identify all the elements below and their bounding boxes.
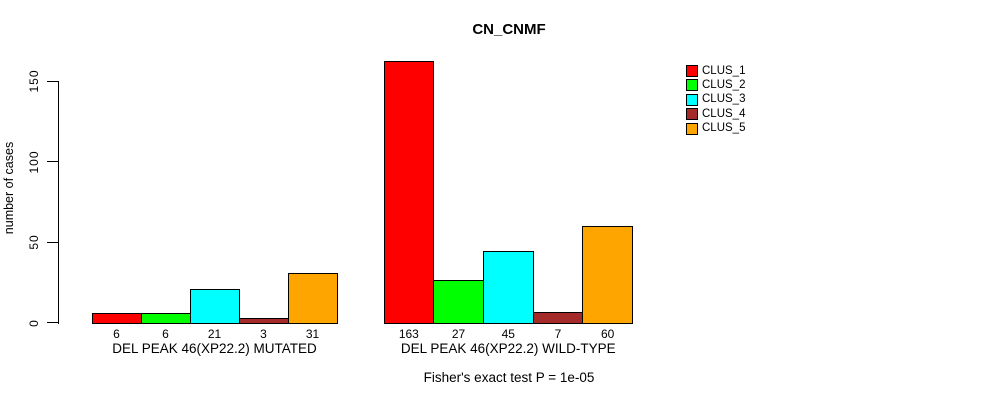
bar-value-label: 3 <box>260 326 267 341</box>
y-axis-line <box>57 80 59 324</box>
bar-clus_2-group1 <box>433 279 484 324</box>
y-axis-tick-label: 100 <box>27 149 41 174</box>
bar-clus_5-group1 <box>582 225 633 324</box>
bar-value-label: 21 <box>207 326 222 341</box>
bar-clus_2-group0 <box>140 312 191 324</box>
bar-clus_3-group1 <box>482 250 534 324</box>
bar-clus_5-group0 <box>287 272 338 324</box>
bar-value-label: 31 <box>305 326 320 341</box>
bar-value-label: 27 <box>451 326 466 341</box>
chart-title: CN_CNMF <box>472 21 546 38</box>
bar-clus_4-group0 <box>238 317 289 324</box>
y-axis-tick <box>46 80 58 82</box>
y-axis-tick <box>46 161 58 163</box>
bar-clus_1-group0 <box>91 312 142 324</box>
y-axis-tick-label: 50 <box>27 234 41 250</box>
y-axis-tick <box>46 322 58 324</box>
bar-clus_4-group1 <box>532 311 584 324</box>
bar-clus_1-group1 <box>383 60 435 324</box>
bar-clus_3-group0 <box>189 288 240 324</box>
y-axis-tick-label: 150 <box>27 69 41 93</box>
bar-value-label: 163 <box>398 326 419 341</box>
x-axis-group-label: DEL PEAK 46(XP22.2) MUTATED <box>112 341 317 356</box>
fisher-test-footnote: Fisher's exact test P = 1e-05 <box>423 370 595 385</box>
y-axis-tick-label: 0 <box>27 318 41 327</box>
bar-value-label: 7 <box>554 326 562 341</box>
bar-value-label: 45 <box>501 326 515 341</box>
y-axis-tick <box>46 241 58 243</box>
bar-value-label: 60 <box>600 326 615 341</box>
bar-value-label: 6 <box>113 326 120 341</box>
bar-value-label: 6 <box>162 326 169 341</box>
x-axis-group-label: DEL PEAK 46(XP22.2) WILD-TYPE <box>400 341 616 356</box>
